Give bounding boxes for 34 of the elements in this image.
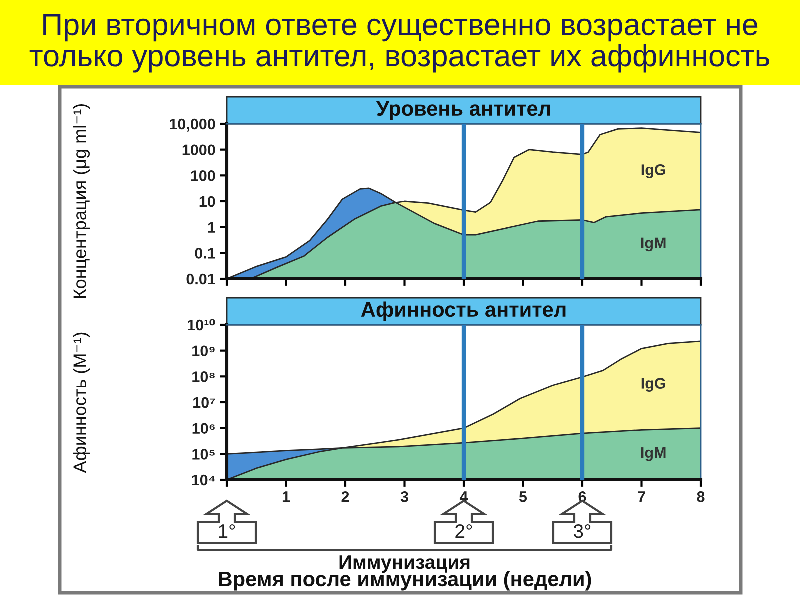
annotation: 1° bbox=[219, 524, 236, 538]
y-tick-label: 0.01 bbox=[186, 274, 216, 285]
y-tick-label: 10,000 bbox=[170, 118, 216, 132]
series-label: IgM bbox=[641, 238, 666, 252]
x-tick-label: 1 bbox=[282, 492, 290, 502]
y-axis-title: Афинность (M⁻¹) bbox=[73, 332, 90, 474]
annotation: 2° bbox=[456, 524, 472, 538]
y-tick-label: 10⁴ bbox=[192, 474, 216, 486]
y-tick-label: 10⁵ bbox=[192, 449, 215, 460]
x-tick-label: 7 bbox=[638, 492, 646, 502]
series-label: IgM bbox=[641, 448, 666, 462]
x-tick-label: 8 bbox=[697, 492, 705, 502]
chart-title: При вторичном ответе существенно возрастает не только уровень антител, возрастает их аффинность bbox=[30, 14, 770, 73]
y-tick-label: 0.1 bbox=[195, 248, 216, 259]
x-tick-label: 4 bbox=[460, 492, 468, 502]
y-tick-label: 10¹⁰ bbox=[188, 319, 216, 331]
y-axis-title: Концентрация (μg ml⁻¹) bbox=[73, 104, 90, 298]
annotation: 3° bbox=[574, 524, 591, 538]
y-tick-label: 100 bbox=[191, 170, 216, 182]
text: Иммунизация bbox=[340, 556, 470, 574]
x-tick-label: 2 bbox=[342, 492, 350, 502]
series-label: IgG bbox=[642, 378, 666, 392]
y-tick-label: 10⁶ bbox=[192, 423, 215, 434]
x-tick-label: 5 bbox=[519, 492, 528, 502]
chart-subtitle: Уровень антител bbox=[376, 102, 550, 120]
y-tick-label: 10⁷ bbox=[194, 397, 216, 408]
y-tick-label: 10 bbox=[200, 196, 216, 208]
series-label: IgG bbox=[642, 164, 666, 178]
chart-subtitle: Афинность антител bbox=[361, 302, 566, 322]
y-tick-label: 1000 bbox=[182, 144, 216, 156]
y-tick-label: 1 bbox=[208, 222, 216, 233]
y-tick-label: 10⁹ bbox=[192, 346, 215, 357]
y-tick-label: 10⁸ bbox=[192, 372, 215, 382]
x-tick-label: 3 bbox=[400, 492, 408, 502]
